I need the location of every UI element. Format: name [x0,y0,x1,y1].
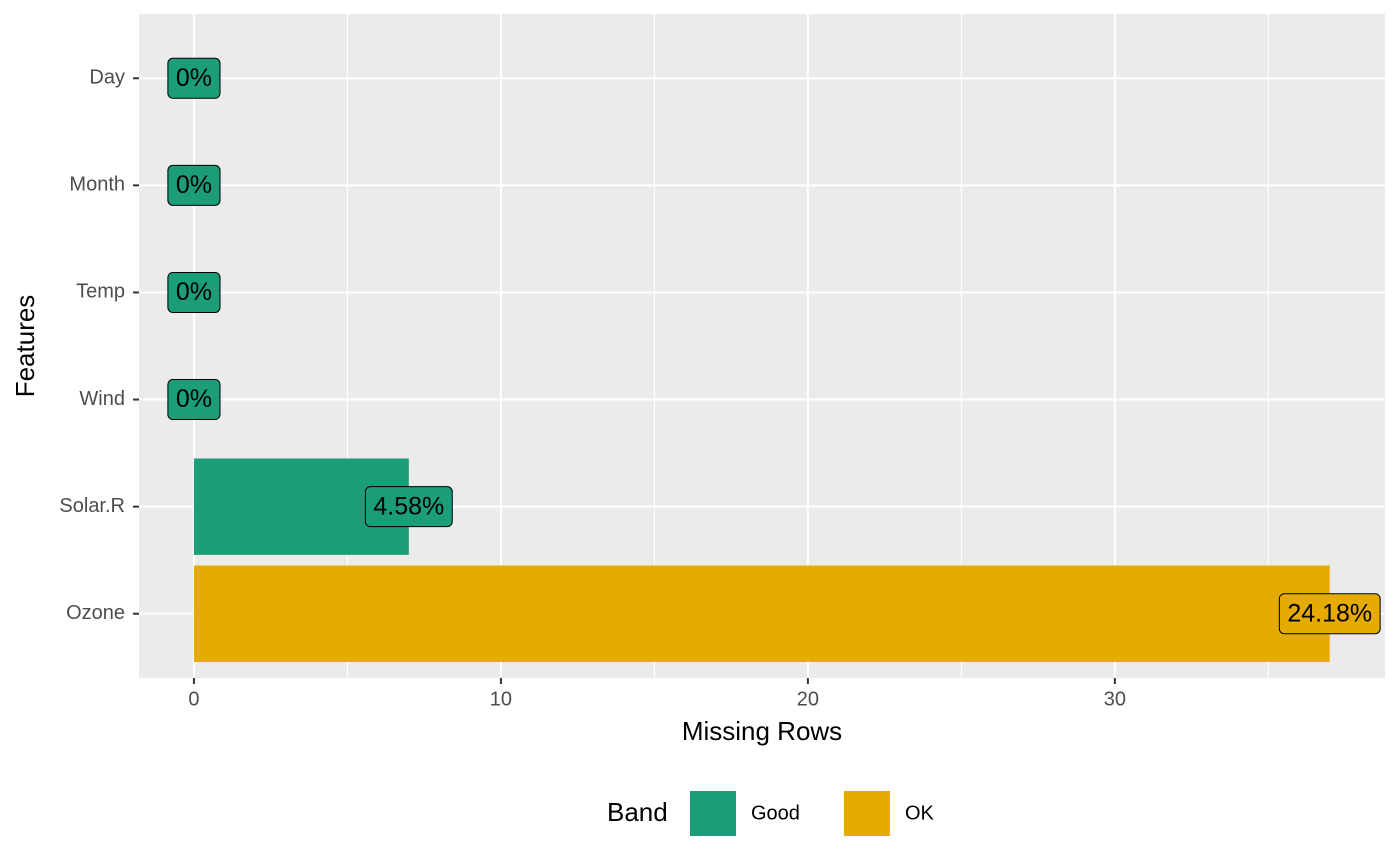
value-label: 24.18% [1287,599,1372,627]
x-tick-label: 0 [188,688,199,710]
x-axis-title: Missing Rows [682,716,842,746]
label-box [167,271,221,313]
legend-title: Band [607,797,668,827]
y-tick-label: Wind [79,388,125,410]
value-label: 0% [176,171,212,199]
label-box [364,486,453,528]
x-tick-label: 30 [1104,688,1126,710]
y-tick-label: Solar.R [59,495,125,517]
y-tick-label: Day [89,67,125,89]
x-tick-label: 10 [490,688,512,710]
label-box [167,57,221,99]
legend-key [843,791,890,836]
legend-key [690,791,736,836]
label-box [1278,593,1381,635]
y-axis-title: Features [10,295,40,398]
value-label: 0% [176,64,212,92]
y-tick-label: Month [69,174,125,196]
legend-label: Good [751,802,800,824]
x-tick-label: 20 [797,688,819,710]
label-box [167,379,221,421]
value-label: 0% [176,385,212,413]
bar [193,565,1330,662]
y-tick-label: Temp [76,281,125,303]
label-box [167,164,221,206]
value-label: 4.58% [373,492,444,520]
y-tick-label: Ozone [66,602,125,624]
legend-label: OK [905,802,935,824]
value-label: 0% [176,278,212,306]
